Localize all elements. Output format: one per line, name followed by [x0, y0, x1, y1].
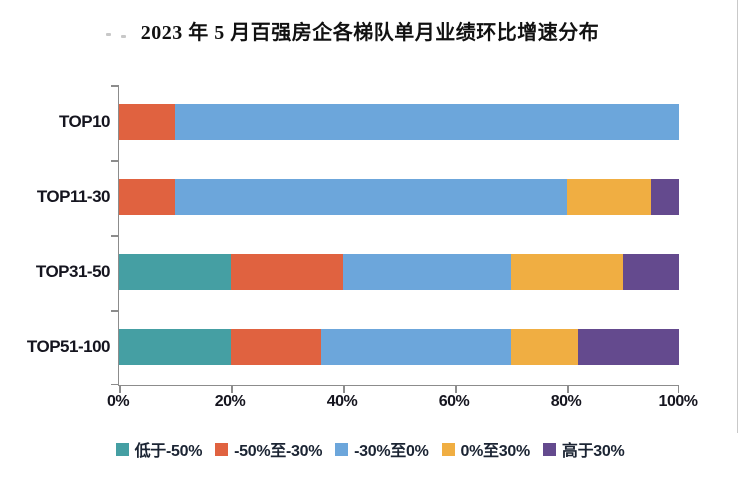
- page-right-border: [737, 0, 738, 433]
- x-axis-tick: [567, 386, 569, 393]
- title-artifact-dot: [121, 35, 126, 38]
- legend-item: 低于-50%: [115, 437, 203, 461]
- legend-label: 高于30%: [561, 443, 625, 460]
- bar-segment: [119, 329, 231, 365]
- bar-segment: [231, 329, 321, 365]
- y-axis-tick: [110, 160, 118, 162]
- category-label: TOP11-30: [36, 187, 111, 206]
- legend-label: -50%至-30%: [234, 443, 323, 460]
- bar-segment: [567, 179, 651, 215]
- y-axis-tick: [110, 383, 118, 385]
- y-axis-tick: [110, 310, 118, 312]
- y-axis-tick: [110, 235, 118, 237]
- bar-segment: [511, 329, 579, 365]
- x-tick-label: 60%: [438, 393, 470, 410]
- x-tick-label: 0%: [106, 393, 130, 410]
- legend-item: -50%至-30%: [215, 437, 322, 461]
- bar-segment: [231, 254, 343, 290]
- x-axis-tick: [455, 386, 457, 393]
- legend-item: 0%至30%: [441, 437, 531, 461]
- category-label: TOP51-100: [26, 337, 111, 356]
- bar-segment: [343, 254, 511, 290]
- legend: 低于-50% -50%至-30% -30%至0% 0%至30% 高于30%: [0, 437, 740, 461]
- x-axis-tick: [119, 386, 121, 393]
- plot-area: [110, 85, 679, 393]
- bar-segment: [119, 104, 175, 140]
- legend-swatch-icon: [215, 442, 229, 456]
- x-tick-label: 100%: [658, 393, 698, 410]
- bar-row: [119, 254, 679, 290]
- bar-segment: [119, 179, 175, 215]
- category-label: TOP10: [58, 112, 111, 131]
- x-tick-label: 20%: [214, 393, 246, 410]
- legend-swatch-icon: [115, 442, 129, 456]
- bar-row: [119, 179, 679, 215]
- x-axis-tick: [231, 386, 233, 393]
- bar-row: [119, 104, 679, 140]
- x-tick-label: 80%: [550, 393, 582, 410]
- bar-segment: [320, 329, 511, 365]
- bar-segment: [175, 104, 679, 140]
- bar-segment: [578, 329, 679, 365]
- title-artifact-dot: [106, 33, 111, 36]
- legend-label: -30%至0%: [354, 443, 429, 460]
- bar-segment: [651, 179, 679, 215]
- legend-item: 高于30%: [542, 437, 625, 461]
- category-label: TOP31-50: [35, 262, 111, 281]
- bar-segment: [511, 254, 623, 290]
- x-axis-tick: [343, 386, 345, 393]
- legend-item: -30%至0%: [335, 437, 429, 461]
- x-axis-tick: [677, 386, 679, 393]
- page-title: 2023 年 5 月百强房企各梯队单月业绩环比增速分布: [140, 22, 600, 44]
- bar-segment: [623, 254, 679, 290]
- y-axis-tick: [110, 85, 118, 87]
- legend-label: 0%至30%: [460, 443, 531, 460]
- legend-label: 低于-50%: [134, 443, 203, 460]
- bar-row: [119, 329, 679, 365]
- legend-swatch-icon: [542, 442, 556, 456]
- legend-swatch-icon: [335, 442, 349, 456]
- bar-segment: [175, 179, 567, 215]
- x-tick-label: 40%: [326, 393, 358, 410]
- legend-swatch-icon: [441, 442, 455, 456]
- bar-segment: [119, 254, 231, 290]
